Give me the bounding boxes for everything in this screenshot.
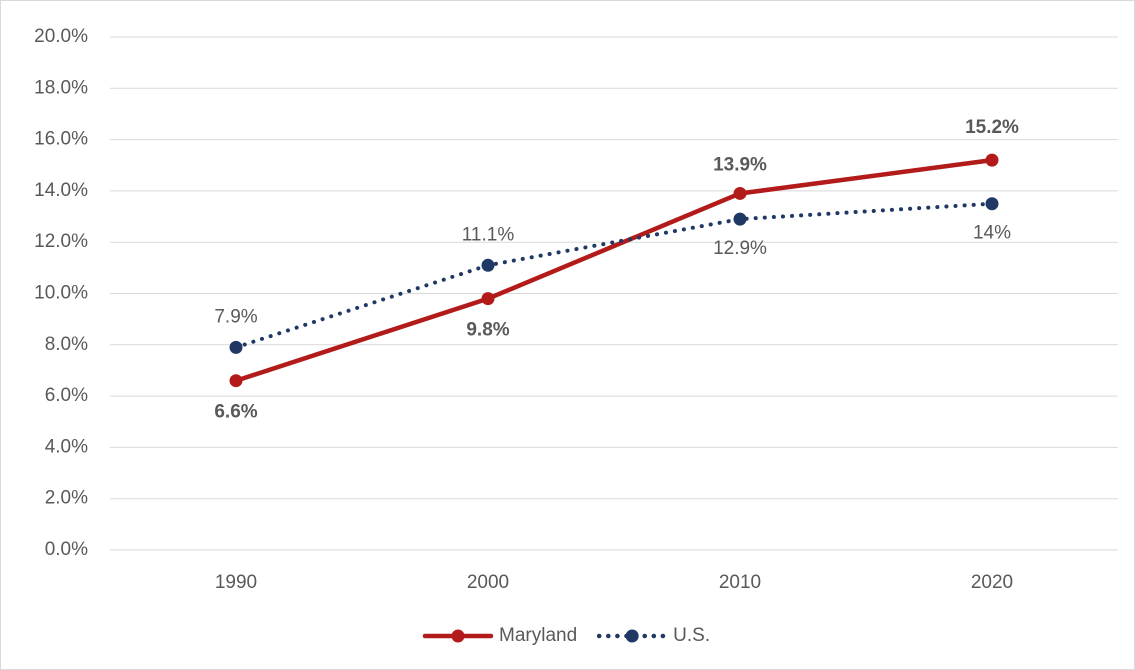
x-tick-label: 2020 [971,572,1013,593]
data-label: 9.8% [466,320,509,341]
data-label: 11.1% [462,224,515,245]
y-tick-label: 6.0% [45,385,88,406]
series-line [234,201,994,350]
y-tick-label: 20.0% [34,26,88,47]
point [985,197,999,211]
legend-label: Maryland [499,625,577,646]
point [733,212,747,226]
data-label: 12.9% [713,238,767,259]
data-label: 15.2% [965,117,1019,138]
point [985,153,999,167]
point [733,186,747,200]
y-tick-label: 2.0% [45,488,88,509]
x-tick-label: 2010 [719,572,761,593]
x-tick-label: 2000 [467,572,509,593]
legend-marker [451,629,465,643]
data-label: 7.9% [214,306,257,327]
point [481,292,495,306]
y-tick-label: 14.0% [34,180,88,201]
data-label: 13.9% [713,154,767,175]
data-label: 6.6% [214,402,257,423]
data-label: 14% [973,223,1011,244]
legend-label: U.S. [673,625,710,646]
point [481,258,495,272]
y-tick-label: 16.0% [34,129,88,150]
y-tick-label: 0.0% [45,539,88,560]
y-tick-label: 18.0% [34,77,88,98]
y-tick-label: 12.0% [34,231,88,252]
point [229,374,243,388]
y-tick-label: 8.0% [45,334,88,355]
y-tick-label: 10.0% [34,283,88,304]
x-tick-label: 1990 [215,572,257,593]
point [229,340,243,354]
series-line [233,157,995,383]
y-tick-label: 4.0% [45,436,88,457]
legend-marker [625,629,639,643]
